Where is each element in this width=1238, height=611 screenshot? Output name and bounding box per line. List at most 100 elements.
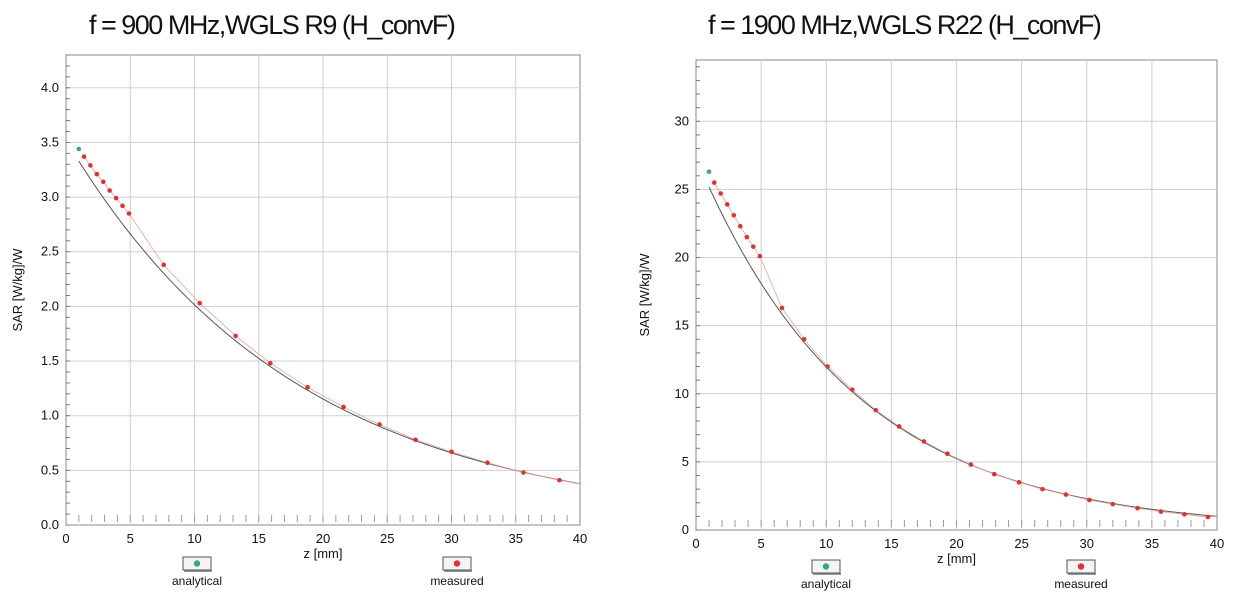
measured-point bbox=[737, 223, 743, 229]
measured-point bbox=[968, 462, 974, 467]
measured-point bbox=[718, 191, 724, 196]
measured-point bbox=[107, 188, 112, 193]
x-tick-label: 0 bbox=[692, 536, 699, 551]
analytical-point bbox=[76, 146, 82, 152]
measured-point bbox=[81, 154, 87, 159]
x-tick-label: 10 bbox=[819, 536, 833, 551]
chart-900mhz: 0 5 10 15 20 25 30 35 40 0.0 0.5 1.0 1.5 2.0 2.5 3.0 3.5… bbox=[10, 54, 587, 588]
y-tick-label: 4.0 bbox=[41, 80, 59, 95]
x-tick-label: 5 bbox=[127, 531, 134, 546]
chart-panel-900mhz: f = 900 MHz,WGLS R9 (H_convF) 0 5 10 15 20 25… bbox=[10, 10, 587, 588]
measured-point bbox=[120, 203, 125, 209]
measured-point bbox=[161, 262, 166, 268]
measured-point bbox=[825, 364, 830, 369]
measured-point bbox=[1135, 505, 1140, 511]
legend-marker bbox=[193, 560, 201, 567]
measured-point bbox=[94, 171, 100, 177]
measured-point bbox=[557, 477, 562, 483]
y-tick-label: 0 bbox=[682, 522, 689, 537]
measured-point bbox=[1182, 512, 1187, 517]
measured-point bbox=[377, 422, 382, 427]
measured-point bbox=[113, 195, 119, 201]
x-tick-label: 20 bbox=[316, 531, 330, 546]
measured-point bbox=[1087, 497, 1092, 503]
chart-title: f = 900 MHz,WGLS R9 (H_convF) bbox=[89, 10, 456, 40]
measured-point bbox=[873, 407, 879, 413]
y-tick-label: 20 bbox=[675, 250, 689, 265]
x-tick-label: 0 bbox=[62, 531, 69, 546]
measured-point bbox=[896, 424, 902, 429]
y-tick-label: 0.5 bbox=[41, 462, 59, 477]
measured-point bbox=[751, 244, 756, 249]
measured-point bbox=[100, 179, 106, 185]
measured-point bbox=[731, 213, 737, 218]
measured-point bbox=[268, 360, 273, 366]
legend-marker bbox=[822, 563, 830, 570]
chart-title: f = 1900 MHz,WGLS R22 (H_convF) bbox=[708, 10, 1102, 40]
legend-item-analytical: analytical bbox=[801, 559, 851, 591]
x-tick-label: 30 bbox=[1080, 536, 1094, 551]
y-tick-label: 3.5 bbox=[41, 134, 59, 149]
chart-1900mhz: 0 5 10 15 20 25 30 35 40 0 5 10 15 20 25 30 z [mm] SAR [W… bbox=[637, 59, 1224, 591]
measured-point bbox=[921, 439, 927, 444]
x-tick-label: 35 bbox=[1145, 536, 1159, 551]
fit-curve-line bbox=[708, 186, 1218, 517]
analytical-point bbox=[706, 169, 712, 175]
x-tick-label: 35 bbox=[509, 531, 523, 546]
measured-point bbox=[1016, 480, 1022, 485]
measured-point bbox=[485, 460, 490, 465]
legend-label: analytical bbox=[172, 574, 222, 588]
measured-point bbox=[1158, 509, 1164, 514]
y-tick-label: 2.0 bbox=[41, 298, 59, 313]
legend-item-measured: measured bbox=[430, 556, 484, 588]
legend-label: analytical bbox=[801, 577, 851, 591]
measured-point bbox=[197, 300, 202, 306]
measured-point bbox=[757, 253, 763, 259]
y-tick-label: 2.5 bbox=[41, 244, 59, 259]
legend-label: measured bbox=[1054, 577, 1107, 591]
legend-marker bbox=[453, 560, 461, 567]
x-tick-label: 15 bbox=[252, 531, 266, 546]
measured-point bbox=[1063, 492, 1069, 497]
y-tick-label: 1.0 bbox=[41, 408, 59, 423]
x-axis-title: z [mm] bbox=[937, 551, 976, 566]
fit-curve-line bbox=[78, 160, 581, 485]
legend-marker bbox=[1077, 563, 1085, 570]
legend-item-measured: measured bbox=[1054, 559, 1108, 591]
y-axis-title: SAR [W/kg]/W bbox=[10, 248, 25, 332]
measured-point bbox=[850, 387, 855, 392]
measured-point bbox=[1205, 514, 1211, 520]
x-tick-label: 15 bbox=[884, 536, 898, 551]
measured-point bbox=[801, 336, 807, 342]
y-tick-label: 25 bbox=[675, 181, 689, 196]
y-tick-label: 30 bbox=[675, 113, 689, 128]
x-axis-title: z [mm] bbox=[304, 546, 343, 561]
measured-point bbox=[711, 180, 717, 185]
x-tick-label: 10 bbox=[187, 531, 201, 546]
measured-point bbox=[779, 305, 785, 311]
y-axis-title: SAR [W/kg]/W bbox=[637, 253, 652, 337]
measured-series-line bbox=[713, 182, 1218, 518]
measured-point bbox=[449, 449, 454, 455]
x-tick-label: 40 bbox=[1210, 536, 1224, 551]
y-tick-label: 0.0 bbox=[41, 517, 59, 532]
y-tick-label: 5 bbox=[682, 454, 689, 469]
x-tick-label: 25 bbox=[1014, 536, 1028, 551]
y-tick-label: 1.5 bbox=[41, 353, 59, 368]
y-tick-label: 15 bbox=[675, 318, 689, 333]
measured-point bbox=[1040, 486, 1045, 492]
x-tick-label: 25 bbox=[380, 531, 394, 546]
measured-point bbox=[305, 384, 310, 390]
chart-panel-1900mhz: f = 1900 MHz,WGLS R22 (H_convF) 0 5 10 15 20… bbox=[619, 0, 1238, 611]
measured-point bbox=[341, 404, 346, 410]
measured-point bbox=[744, 234, 750, 240]
y-tick-label: 3.0 bbox=[41, 189, 59, 204]
x-tick-label: 30 bbox=[444, 531, 458, 546]
measured-point bbox=[991, 471, 997, 477]
measured-point bbox=[945, 451, 950, 457]
x-tick-label: 20 bbox=[949, 536, 963, 551]
measured-point bbox=[413, 437, 418, 443]
measured-point bbox=[521, 470, 526, 475]
x-tick-label: 5 bbox=[758, 536, 765, 551]
measured-point bbox=[126, 211, 132, 216]
